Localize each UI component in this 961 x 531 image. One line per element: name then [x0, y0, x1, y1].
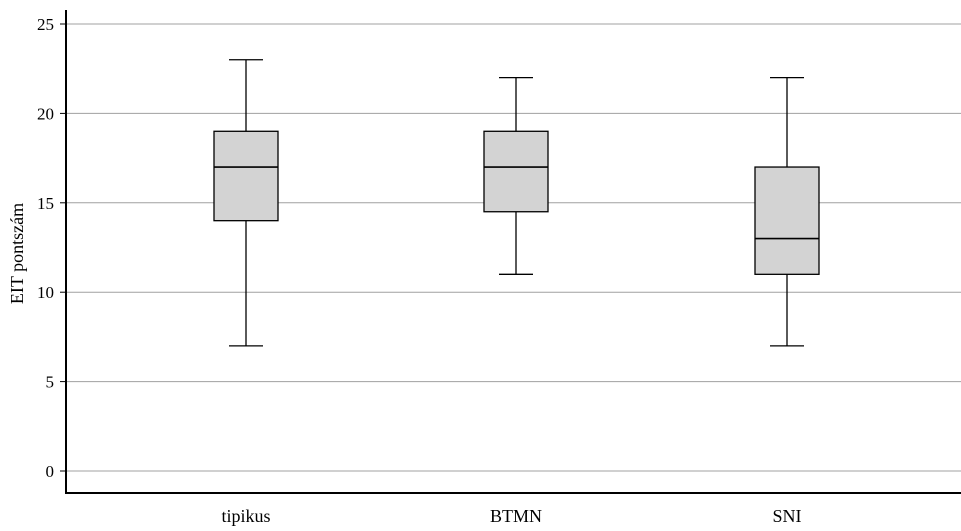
- box-BTMN: [483, 76, 549, 275]
- box-tipikus: [213, 59, 279, 347]
- x-tick-label-SNI: SNI: [772, 506, 801, 526]
- y-tick-label-15: 15: [37, 194, 54, 213]
- box-iqr: [483, 130, 549, 213]
- y-axis-ticks: 0 5 10 15 20 25: [37, 15, 66, 481]
- x-axis-labels: tipikus BTMN SNI: [221, 506, 801, 526]
- y-tick-label-10: 10: [37, 283, 54, 302]
- y-tick-label-5: 5: [46, 373, 55, 392]
- y-tick-label-25: 25: [37, 15, 54, 34]
- y-tick-label-0: 0: [46, 462, 55, 481]
- grid-lines: [66, 23, 961, 472]
- box-SNI: [754, 76, 820, 347]
- y-tick-label-20: 20: [37, 104, 54, 123]
- boxes: [213, 59, 820, 347]
- y-axis-title: EIT pontszám: [7, 203, 27, 304]
- box-iqr: [754, 166, 820, 275]
- x-tick-label-BTMN: BTMN: [490, 506, 542, 526]
- box-iqr: [213, 130, 279, 222]
- x-tick-label-tipikus: tipikus: [221, 506, 270, 526]
